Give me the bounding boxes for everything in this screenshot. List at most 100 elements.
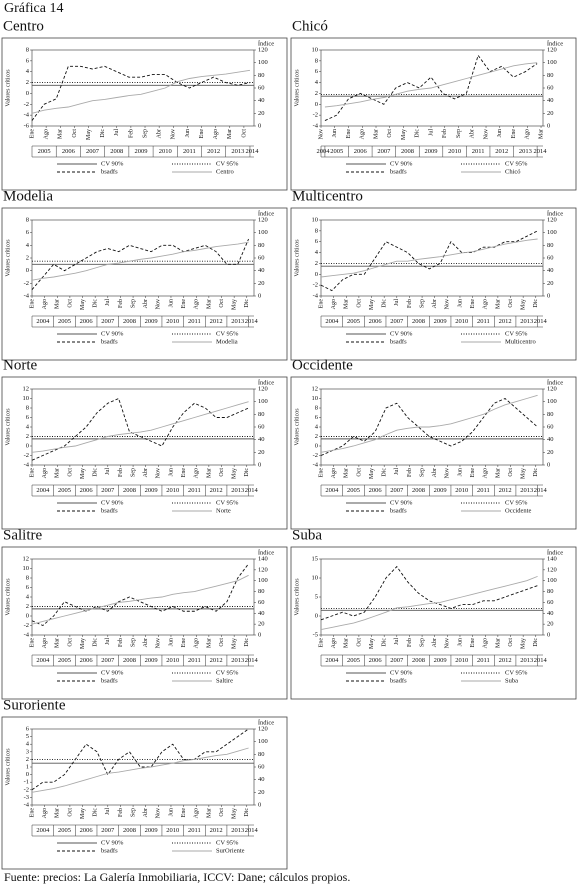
year-label: 2006 [369,487,383,494]
y-tick-label: -2 [313,282,318,289]
year-label: 2011 [183,148,196,155]
legend-label: CV 95% [216,499,239,506]
year-label: 2005 [347,657,360,664]
y-tick-label: -2 [24,280,29,287]
index-line [31,401,249,453]
year-label: 2005 [58,657,71,664]
figure-header: Gráfica 14 [4,1,63,16]
x-tick-label: Sep [419,299,425,308]
x-tick-label: Ene [199,129,205,139]
y2-tick-label: 120 [258,566,268,573]
x-tick-label: Ene [181,638,187,648]
chart-panel: Suroriente Valores críticos Índice -4-3-2-1… [1,697,288,870]
x-tick-label: May [232,808,238,819]
y2-tick-label: 40 [547,267,554,274]
y-tick-label: 2 [26,79,29,86]
year-label: 2005 [58,827,71,834]
year-label: 2012 [499,318,512,325]
year-label: 2008 [123,318,136,325]
x-tick-label: Mar [58,129,64,139]
y-tick-label: 6 [26,414,30,421]
y2-tick-label: 20 [258,280,265,287]
x-tick-label: Oct [219,638,225,647]
year-label: 2006 [80,487,94,494]
statistic-line [31,563,249,627]
y-tick-label: 0 [315,101,318,108]
x-tick-label: May [369,299,375,310]
y-tick-label: -4 [24,461,30,468]
legend-label: bsadfs [101,507,118,514]
x-tick-label: Dic [244,808,250,817]
legend-label: CV 90% [101,839,124,846]
x-tick-label: Nov [483,129,489,139]
chart-panel: Suba Valores críticos Índice -5 0 5 10 15 0 20 40 6… [290,527,577,700]
legend-label: CV 95% [505,160,528,167]
x-tick-label: Nov [156,808,162,818]
year-label: 2008 [123,487,136,494]
x-tick-label: Ene [318,638,324,648]
year-label: 2012 [495,148,508,155]
y2-tick-label: 40 [258,97,265,104]
year-label: 2009 [145,318,158,325]
legend-label: CV 95% [505,669,528,676]
x-tick-label: Nov [445,468,451,478]
statistic-line [31,397,249,461]
y2-tick-label: 20 [258,789,265,796]
year-label: 2011 [477,318,490,325]
x-tick-label: Abr [143,299,149,308]
year-label: 2007 [390,318,404,325]
y2-tick-label: 100 [547,59,557,66]
plot-area [320,558,544,636]
year-label: 2014 [245,148,259,155]
y-tick-label: 0 [26,267,29,274]
year-label: 2010 [166,827,179,834]
y2-tick-label: 80 [258,72,265,79]
chart-panel: Norte Valores críticos Índice -4 -2 0 2 4 6 8 10 12… [1,357,288,530]
x-tick-label: Ene [181,299,187,309]
x-tick-label: Oct [356,638,362,647]
legend-label: CV 95% [216,839,239,846]
x-tick-label: Ene [346,129,352,139]
x-tick-label: Mar [55,638,61,648]
x-tick-label: Jul [114,129,120,136]
y-tick-label: 12 [312,385,319,392]
y-axis-label: Valores críticos [294,239,300,277]
plot-area [31,558,255,636]
x-tick-label: Ago [44,129,50,139]
y2-tick-label: 60 [547,423,554,430]
y-axis-label: Valores críticos [5,748,11,786]
y-tick-label: 2 [26,254,29,261]
legend-label: Occidente [505,507,531,514]
legend-label: CV 90% [101,160,124,167]
year-label: 2011 [188,318,201,325]
y2-tick-label: 120 [547,46,557,53]
y-tick-label: 0 [26,771,29,778]
x-tick-label: Oct [219,808,225,817]
x-tick-label: Ene [470,468,476,478]
year-label: 2004 [325,318,339,325]
index-line [324,62,538,108]
x-tick-label: Feb [442,129,448,138]
year-label: 2008 [412,487,425,494]
year-label: 2012 [499,487,512,494]
year-label: 2013 [520,657,533,664]
y2-tick-label: 20 [547,110,554,117]
y2-axis-label: Índice [547,378,563,386]
y-tick-label: 10 [312,395,319,402]
chart-title: Norte [3,357,37,373]
y2-tick-label: 80 [547,411,554,418]
x-tick-label: Mar [206,638,212,648]
year-label: 2012 [210,487,223,494]
x-tick-label: Ene [29,808,35,818]
x-tick-label: Abr [432,468,438,477]
x-tick-label: Dic [93,808,99,817]
year-label: 2012 [210,827,223,834]
x-tick-label: Mar [538,129,544,139]
year-label: 2013 [520,487,533,494]
x-tick-label: May [80,638,86,649]
x-tick-label: Feb [407,299,413,308]
y2-tick-label: 60 [258,599,265,606]
x-tick-label: Mar [495,299,501,309]
y-tick-label: 6 [315,414,319,421]
